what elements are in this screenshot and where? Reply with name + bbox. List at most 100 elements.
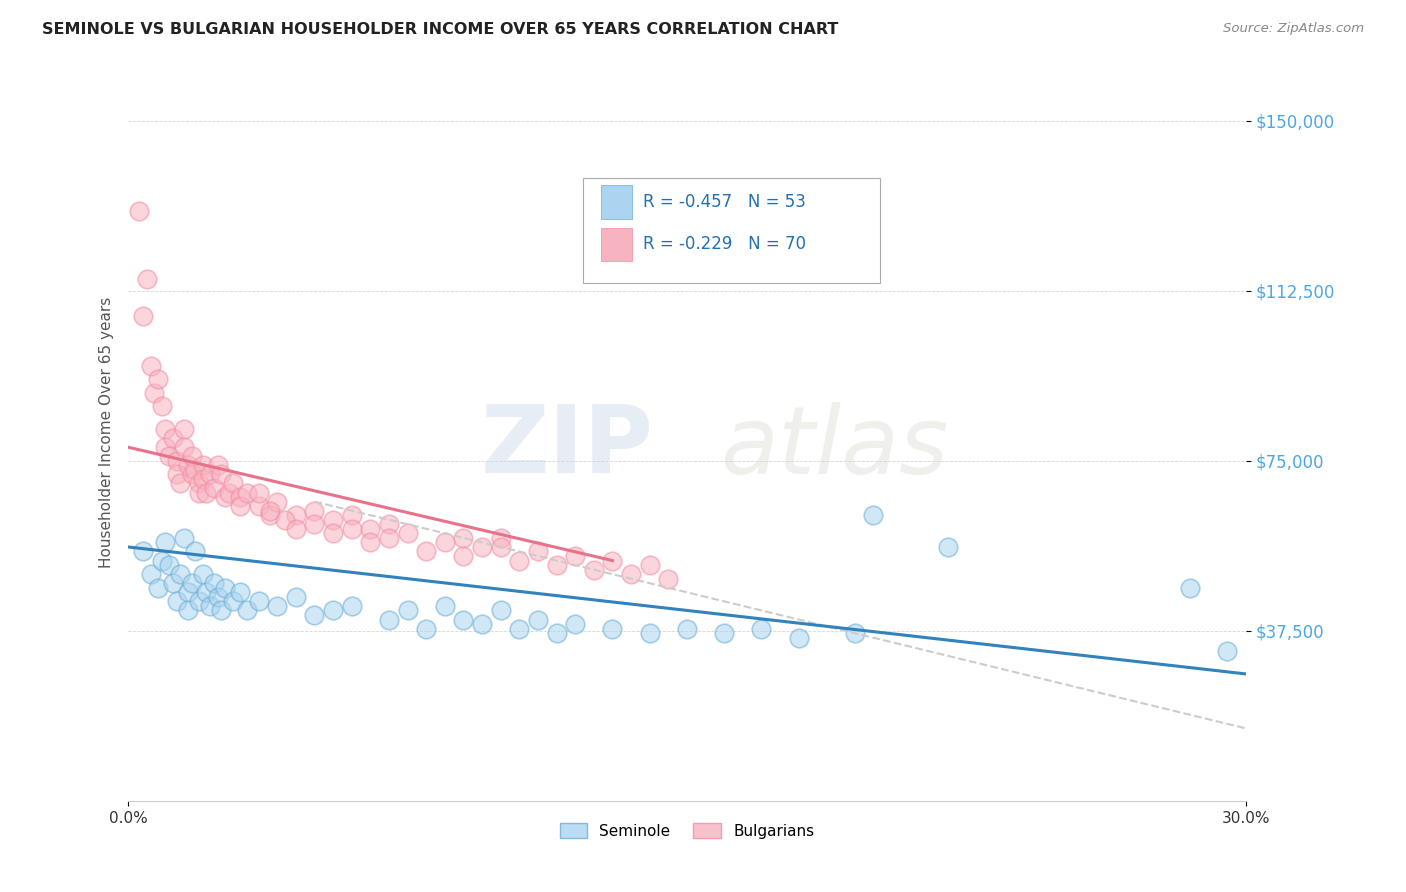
- Point: [191, 472, 214, 486]
- Point: [471, 617, 494, 632]
- Point: [166, 454, 188, 468]
- Point: [340, 508, 363, 523]
- Point: [546, 626, 568, 640]
- Point: [162, 576, 184, 591]
- Point: [191, 567, 214, 582]
- Point: [378, 517, 401, 532]
- Point: [214, 490, 236, 504]
- Point: [150, 400, 173, 414]
- Point: [415, 622, 437, 636]
- Point: [527, 544, 550, 558]
- Point: [638, 626, 661, 640]
- Point: [508, 622, 530, 636]
- Point: [143, 385, 166, 400]
- Point: [322, 526, 344, 541]
- Point: [304, 607, 326, 622]
- Point: [284, 522, 307, 536]
- Point: [132, 309, 155, 323]
- Point: [284, 508, 307, 523]
- Point: [415, 544, 437, 558]
- Point: [304, 517, 326, 532]
- Point: [602, 553, 624, 567]
- Point: [169, 567, 191, 582]
- Point: [198, 467, 221, 482]
- Point: [132, 544, 155, 558]
- Point: [157, 450, 180, 464]
- Point: [139, 567, 162, 582]
- Point: [259, 508, 281, 523]
- Point: [546, 558, 568, 573]
- Point: [195, 585, 218, 599]
- Point: [173, 440, 195, 454]
- Point: [135, 272, 157, 286]
- Point: [453, 531, 475, 545]
- Y-axis label: Householder Income Over 65 years: Householder Income Over 65 years: [100, 297, 114, 568]
- Point: [209, 603, 232, 617]
- Point: [304, 504, 326, 518]
- Point: [489, 540, 512, 554]
- Point: [564, 617, 586, 632]
- Text: SEMINOLE VS BULGARIAN HOUSEHOLDER INCOME OVER 65 YEARS CORRELATION CHART: SEMINOLE VS BULGARIAN HOUSEHOLDER INCOME…: [42, 22, 838, 37]
- Point: [166, 594, 188, 608]
- Point: [340, 599, 363, 613]
- Point: [146, 581, 169, 595]
- Text: ZIP: ZIP: [481, 401, 654, 493]
- Point: [453, 613, 475, 627]
- Point: [713, 626, 735, 640]
- Point: [322, 603, 344, 617]
- Point: [184, 463, 207, 477]
- Point: [236, 603, 259, 617]
- Point: [169, 476, 191, 491]
- Point: [247, 485, 270, 500]
- Text: Source: ZipAtlas.com: Source: ZipAtlas.com: [1223, 22, 1364, 36]
- Point: [188, 594, 211, 608]
- Point: [322, 513, 344, 527]
- Point: [166, 467, 188, 482]
- Point: [214, 581, 236, 595]
- Point: [198, 599, 221, 613]
- Point: [340, 522, 363, 536]
- Point: [177, 585, 200, 599]
- Point: [209, 467, 232, 482]
- Point: [202, 481, 225, 495]
- Point: [173, 531, 195, 545]
- Point: [676, 622, 699, 636]
- Point: [191, 458, 214, 473]
- Point: [936, 540, 959, 554]
- Legend: Seminole, Bulgarians: Seminole, Bulgarians: [554, 816, 820, 845]
- Point: [229, 499, 252, 513]
- Point: [218, 485, 240, 500]
- Point: [188, 476, 211, 491]
- Point: [236, 485, 259, 500]
- Point: [396, 526, 419, 541]
- Point: [638, 558, 661, 573]
- Point: [378, 613, 401, 627]
- Point: [128, 204, 150, 219]
- Point: [844, 626, 866, 640]
- Point: [155, 422, 177, 436]
- Point: [177, 458, 200, 473]
- Point: [180, 450, 202, 464]
- Point: [180, 467, 202, 482]
- Point: [508, 553, 530, 567]
- Point: [657, 572, 679, 586]
- Point: [433, 599, 456, 613]
- Point: [177, 603, 200, 617]
- Point: [202, 576, 225, 591]
- Point: [620, 567, 643, 582]
- Point: [247, 594, 270, 608]
- Point: [489, 531, 512, 545]
- Point: [150, 553, 173, 567]
- Text: R = -0.457   N = 53: R = -0.457 N = 53: [644, 194, 806, 211]
- Point: [471, 540, 494, 554]
- Point: [396, 603, 419, 617]
- Point: [155, 535, 177, 549]
- Point: [862, 508, 884, 523]
- Point: [433, 535, 456, 549]
- Point: [146, 372, 169, 386]
- Point: [207, 458, 229, 473]
- Point: [564, 549, 586, 563]
- Point: [489, 603, 512, 617]
- Point: [207, 590, 229, 604]
- Point: [155, 440, 177, 454]
